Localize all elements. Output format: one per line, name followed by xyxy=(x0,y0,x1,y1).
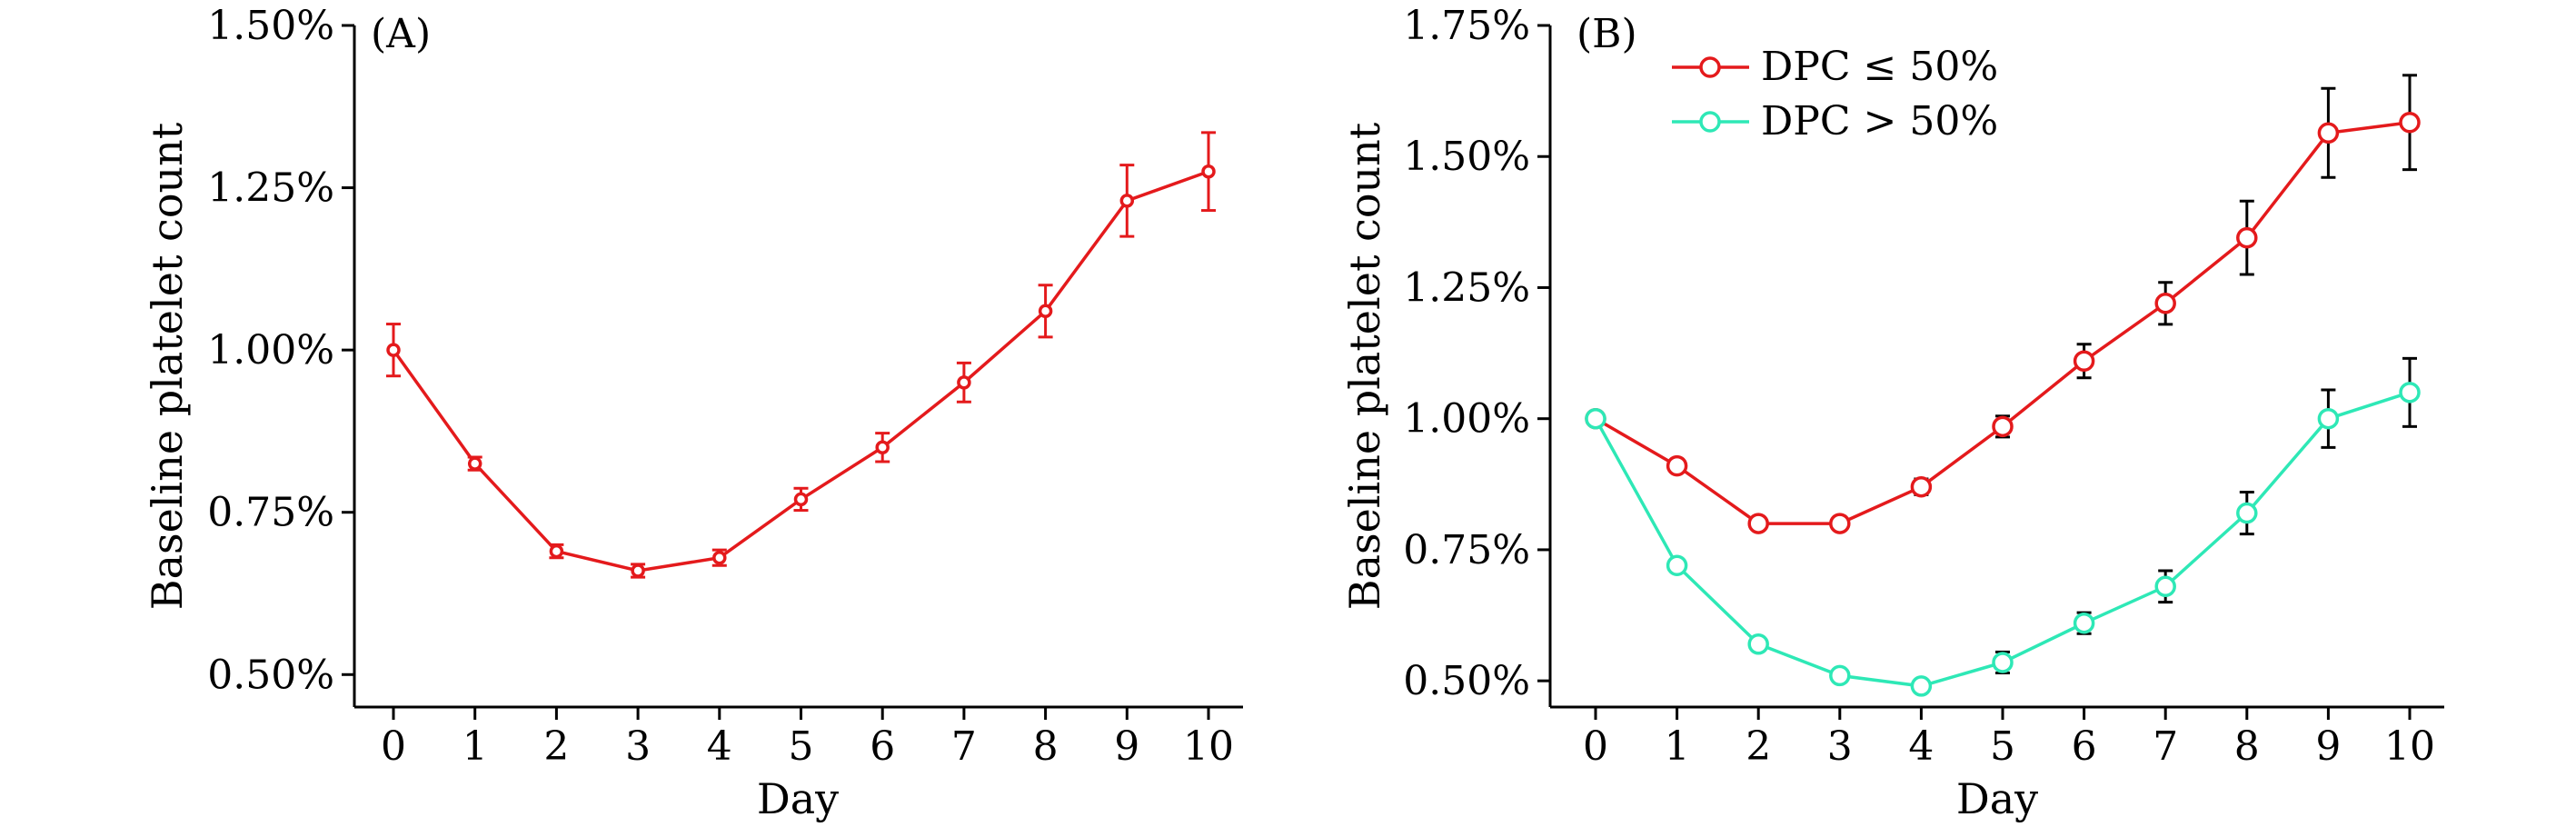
panel-a-label: (A) xyxy=(371,11,431,57)
legend-label-dpc-le-50: DPC ≤ 50% xyxy=(1761,44,1998,90)
panel-a-y-tick-label: 1.00% xyxy=(207,327,334,374)
legend: DPC ≤ 50% DPC > 50% xyxy=(1672,44,1998,144)
panel-a-y-ticks: 0.50% 0.75% 1.00% 1.25% 1.50% xyxy=(207,3,354,698)
panel-a-x-tick-label: 6 xyxy=(870,723,895,770)
panel-a-x-tick-label: 0 xyxy=(381,723,406,770)
panel-b-x-tick-label: 1 xyxy=(1665,723,1690,770)
panel-b-series-0-point xyxy=(2236,226,2258,249)
panel-a-y-tick-label: 1.25% xyxy=(207,165,334,212)
panel-a-series-0-point xyxy=(712,550,727,565)
panel-b-y-tick-label: 1.25% xyxy=(1403,264,1530,311)
panel-a-y-tick-label: 0.50% xyxy=(207,652,334,698)
panel-b-x-tick-label: 0 xyxy=(1583,723,1608,770)
panel-a-x-tick-label: 10 xyxy=(1183,723,1234,770)
panel-a-series-0-point xyxy=(1119,194,1135,208)
panel-b-x-tick-label: 9 xyxy=(2315,723,2341,770)
panel-a-series-0-point xyxy=(1038,304,1053,319)
panel-b-x-axis-title: Day xyxy=(1956,774,2038,823)
panel-b-series-1-point xyxy=(2399,382,2421,404)
panel-a-series-0-point xyxy=(549,543,564,559)
legend-marker-dpc-le-50 xyxy=(1699,56,1721,78)
panel-b-series-0-point xyxy=(2154,293,2176,314)
panel-b-x-tick-label: 3 xyxy=(1827,723,1853,770)
panel-a-y-tick-label: 1.50% xyxy=(207,3,334,49)
panel-a-x-tick-label: 8 xyxy=(1033,723,1059,770)
panel-b-series-1-point xyxy=(1829,664,1851,687)
panel-b-series-0-point xyxy=(1747,513,1769,534)
panel-b-y-tick-label: 0.75% xyxy=(1403,527,1530,573)
panel-b-x-tick-label: 5 xyxy=(1990,723,2015,770)
panel-a: (A) Day Baseline platelet count 0.50% 0.7… xyxy=(143,3,1243,823)
panel-b-y-tick-label: 1.75% xyxy=(1403,3,1530,49)
panel-b-series-0-point xyxy=(1666,454,1688,477)
panel-b-x-ticks: 0 1 2 3 4 5 6 7 8 9 10 xyxy=(1583,707,2435,770)
panel-b-series-1-point xyxy=(1666,554,1688,576)
panel-a-series-0-point xyxy=(631,563,645,578)
panel-a-y-axis-title: Baseline platelet count xyxy=(143,122,192,610)
panel-a-series-0-point xyxy=(793,492,809,507)
panel-b-y-axis-title: Baseline platelet count xyxy=(1340,122,1389,610)
panel-b-x-tick-label: 4 xyxy=(1908,723,1934,770)
panel-b-series-0-point xyxy=(2073,350,2095,372)
panel-b-series-0-line xyxy=(1595,120,2411,525)
panel-b-x-tick-label: 8 xyxy=(2234,723,2260,770)
panel-a-y-tick-label: 0.75% xyxy=(207,490,334,536)
panel-b-y-tick-label: 0.50% xyxy=(1403,658,1530,704)
panel-b-series-1-point xyxy=(1747,633,1769,655)
panel-b-x-tick-label: 6 xyxy=(2072,723,2097,770)
panel-b-series-1-point xyxy=(2236,502,2258,524)
panel-b-series-1-point xyxy=(1910,675,1933,697)
legend-marker-dpc-gt-50 xyxy=(1699,111,1721,133)
panel-b: (B) Day Baseline platelet count 0.50% 0.7… xyxy=(1340,3,2444,823)
panel-b-series-1-point xyxy=(2317,407,2340,430)
panel-b-series-0-point xyxy=(2399,111,2421,134)
panel-a-series-0-point xyxy=(1201,164,1216,179)
panel-a-series-0-point xyxy=(467,456,482,471)
panel-a-x-tick-label: 9 xyxy=(1114,723,1139,770)
panel-b-series-0-point xyxy=(1829,513,1851,534)
panel-b-series-0-point xyxy=(1910,475,1933,498)
panel-a-x-tick-label: 1 xyxy=(462,723,488,770)
panel-a-series-0-point xyxy=(386,343,401,357)
panel-b-y-tick-label: 1.50% xyxy=(1403,134,1530,180)
panel-a-series-0-point xyxy=(875,440,890,455)
panel-a-x-tick-label: 7 xyxy=(951,723,977,770)
panel-b-y-tick-label: 1.00% xyxy=(1403,396,1530,443)
panel-b-series-0-point xyxy=(1992,415,2014,438)
panel-b-x-tick-label: 2 xyxy=(1746,723,1771,770)
panel-b-x-tick-label: 10 xyxy=(2384,723,2435,770)
panel-a-plot-area xyxy=(386,131,1216,579)
legend-label-dpc-gt-50: DPC > 50% xyxy=(1761,98,1998,144)
legend-item-dpc-gt-50: DPC > 50% xyxy=(1672,98,1998,144)
panel-a-x-tick-label: 2 xyxy=(543,723,569,770)
panel-b-series-1-point xyxy=(1585,407,1606,430)
panel-b-x-tick-label: 7 xyxy=(2153,723,2178,770)
legend-item-dpc-le-50: DPC ≤ 50% xyxy=(1672,44,1998,90)
panel-a-series-0-point xyxy=(957,375,971,390)
panel-b-series-1-point xyxy=(2073,612,2095,634)
panel-a-x-ticks: 0 1 2 3 4 5 6 7 8 9 10 xyxy=(381,707,1234,770)
panel-a-x-tick-label: 3 xyxy=(625,723,651,770)
panel-b-series-1-point xyxy=(2154,575,2176,598)
panel-b-plot-area xyxy=(1585,74,2421,697)
panel-b-label: (B) xyxy=(1576,11,1637,57)
panel-b-series-0-point xyxy=(2317,122,2340,144)
panel-b-y-ticks: 0.50% 0.75% 1.00% 1.25% 1.50% 1.75% xyxy=(1403,3,1550,704)
panel-a-x-tick-label: 4 xyxy=(707,723,732,770)
panel-b-series-1-point xyxy=(1992,652,2014,673)
panel-a-x-tick-label: 5 xyxy=(789,723,814,770)
panel-a-x-axis-title: Day xyxy=(757,774,839,823)
